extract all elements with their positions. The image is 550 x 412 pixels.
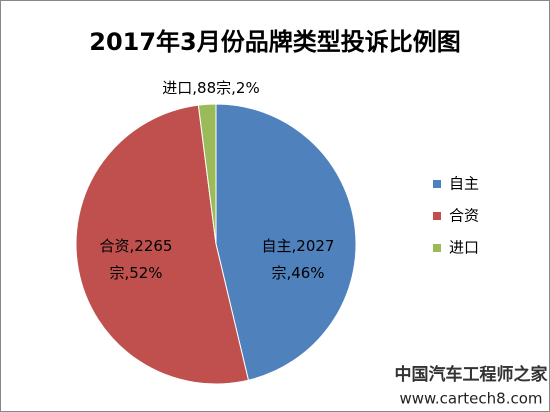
legend-swatch — [433, 180, 441, 188]
watermark-url: www.cartech8.com — [399, 390, 542, 408]
legend-label: 自主 — [449, 175, 479, 193]
data-label: 自主,2027宗,46% — [261, 237, 335, 282]
legend-label: 进口 — [449, 239, 479, 257]
pie-slice — [197, 103, 217, 245]
pie-slice — [215, 103, 357, 381]
pie-slice — [75, 104, 250, 385]
legend-label: 合资 — [449, 207, 479, 225]
watermark: 中国汽车工程师之家 — [395, 364, 548, 384]
legend-swatch — [433, 244, 441, 252]
chart-title: 2017年3月份品牌类型投诉比例图 — [89, 28, 461, 56]
data-label: 进口,88宗,2% — [162, 79, 260, 97]
legend-swatch — [433, 212, 441, 220]
data-label: 合资,2265宗,52% — [99, 237, 173, 282]
